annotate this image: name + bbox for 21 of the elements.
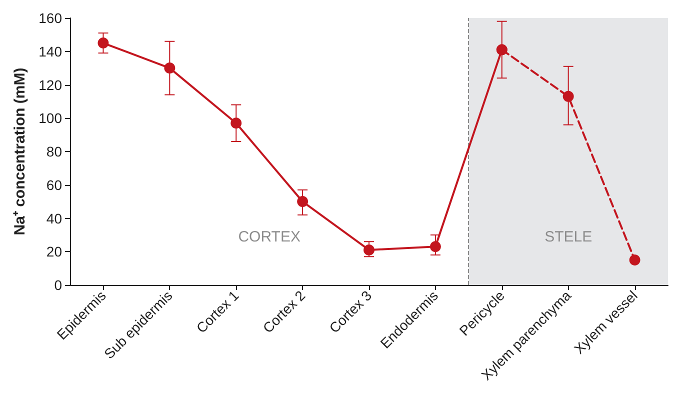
y-tick-label: 60 [46, 176, 62, 193]
point [629, 254, 640, 266]
y-tick-label: 80 [46, 144, 62, 160]
y-tick-label: 120 [38, 76, 62, 93]
y-tick-label: 20 [46, 244, 62, 260]
y-tick-label: 0 [54, 277, 62, 293]
y-tick-label: 40 [46, 210, 62, 226]
point [430, 241, 441, 252]
y-axis-title: Na⁺ concentration (mM) [12, 68, 29, 236]
annotation: CORTEX [238, 228, 300, 246]
y-tick-label: 160 [38, 10, 62, 26]
y-tick-label: 100 [38, 110, 62, 126]
point [230, 118, 242, 129]
point [496, 44, 508, 56]
point [297, 196, 308, 208]
point [364, 244, 374, 256]
point [562, 90, 574, 102]
point [164, 62, 176, 74]
y-tick-label: 140 [38, 43, 62, 60]
point [98, 38, 109, 49]
annotation: STELE [544, 228, 592, 246]
